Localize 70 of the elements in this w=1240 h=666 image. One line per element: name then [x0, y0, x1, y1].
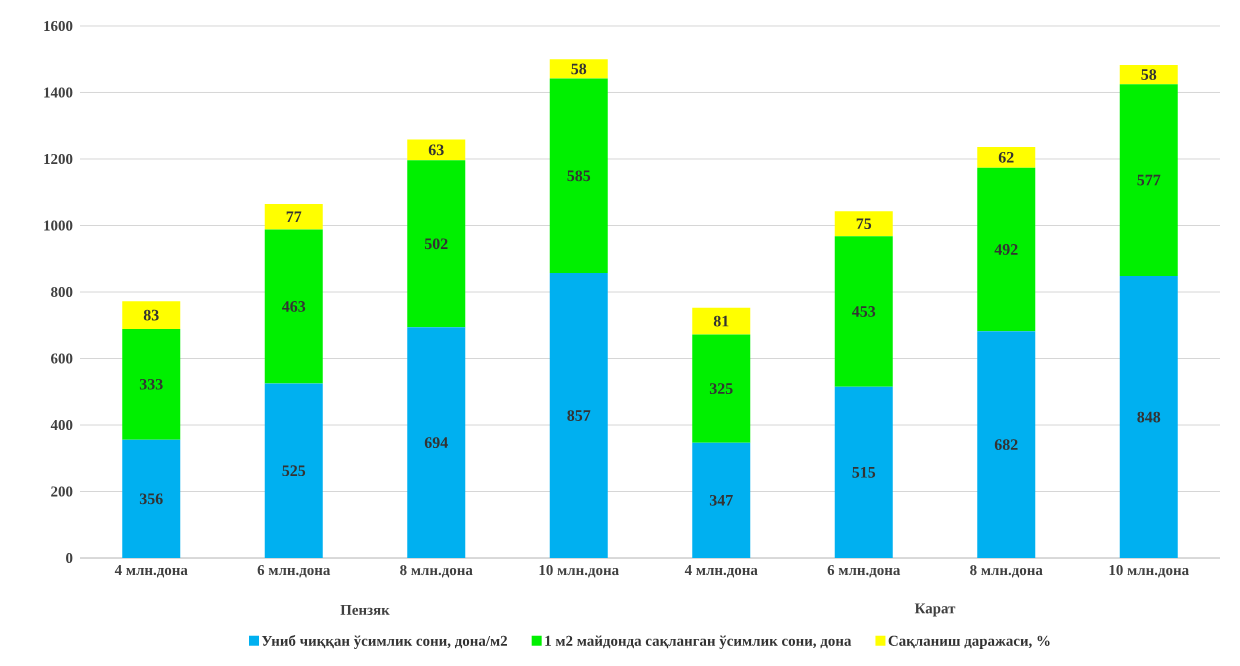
data-label: 58: [1141, 69, 1157, 80]
bar: [264, 383, 323, 558]
y-tick-label: 1200: [44, 153, 73, 165]
y-tick-label: 1400: [44, 87, 73, 98]
data-label: 682: [994, 439, 1018, 450]
bar: [834, 386, 893, 558]
x-tick-label: 4 млн.дона: [684, 565, 758, 578]
data-label: 515: [852, 467, 876, 478]
bar: [264, 203, 323, 230]
data-label: 492: [994, 244, 1018, 255]
bar: [122, 328, 181, 440]
x-tick-label: 6 млн.дона: [257, 565, 331, 578]
bar: [1119, 64, 1178, 85]
data-label: 62: [998, 151, 1014, 163]
bar: [549, 59, 608, 79]
x-tick-label: 8 млн.дона: [400, 565, 473, 578]
bar: [834, 211, 893, 237]
bar: [1119, 276, 1178, 558]
data-label: 325: [709, 383, 733, 394]
data-label: 453: [852, 306, 876, 317]
bar: [407, 160, 466, 328]
bar: [122, 439, 181, 558]
bar: [1119, 84, 1178, 277]
bar: [692, 334, 751, 443]
bar: [407, 139, 466, 161]
y-tick-label: 400: [50, 419, 73, 431]
data-label: 502: [424, 238, 448, 250]
data-label: 75: [856, 218, 872, 229]
data-label: 585: [567, 170, 591, 182]
data-label: 77: [286, 211, 302, 222]
text: Карат: [914, 603, 956, 617]
y-tick-label: 0: [66, 552, 73, 564]
data-label: 463: [282, 301, 306, 312]
bar: [122, 301, 181, 329]
text: Пензяк: [340, 605, 390, 615]
data-label: 356: [139, 493, 163, 505]
y-tick-label: 1600: [44, 20, 73, 32]
bar: [977, 331, 1036, 558]
x-tick-label: 8 млн.дона: [970, 565, 1043, 578]
bar: [549, 78, 608, 274]
y-tick-label: 800: [51, 286, 73, 298]
data-label: 81: [713, 315, 729, 327]
bar: [692, 307, 751, 335]
x-tick-label: 6 млн.дона: [827, 565, 901, 578]
bar: [264, 229, 323, 384]
data-label: 333: [139, 378, 163, 390]
bar: [692, 442, 751, 558]
data-label: 83: [143, 309, 159, 321]
data-label: 63: [428, 144, 444, 156]
bar: [977, 147, 1036, 168]
y-tick-label: 1000: [44, 220, 73, 231]
bar: [834, 236, 893, 387]
x-tick-label: 10 млн.дона: [1109, 565, 1189, 578]
data-label: 58: [571, 63, 587, 75]
data-label: 525: [282, 465, 306, 477]
x-tick-label: 4 млн.дона: [114, 565, 188, 578]
y-tick-label: 200: [51, 486, 73, 497]
x-tick-label: 10 млн.дона: [539, 565, 619, 578]
y-tick-label: 600: [51, 353, 73, 364]
data-label: 848: [1137, 411, 1161, 423]
bar: [549, 273, 608, 558]
bar: [977, 167, 1036, 332]
bar: [407, 327, 466, 558]
data-label: 694: [424, 437, 448, 448]
data-label: 577: [1137, 174, 1161, 186]
legend-label: Униб чиққан ўсимлик сони, дона/м2: [261, 635, 507, 649]
legend-label: 1 м2 майдонда сақланган ўсимлик сони, дона: [545, 635, 852, 649]
legend-label: Сақланиш даражаси, %: [888, 635, 1050, 649]
data-label: 347: [709, 494, 733, 506]
data-label: 857: [567, 410, 591, 421]
